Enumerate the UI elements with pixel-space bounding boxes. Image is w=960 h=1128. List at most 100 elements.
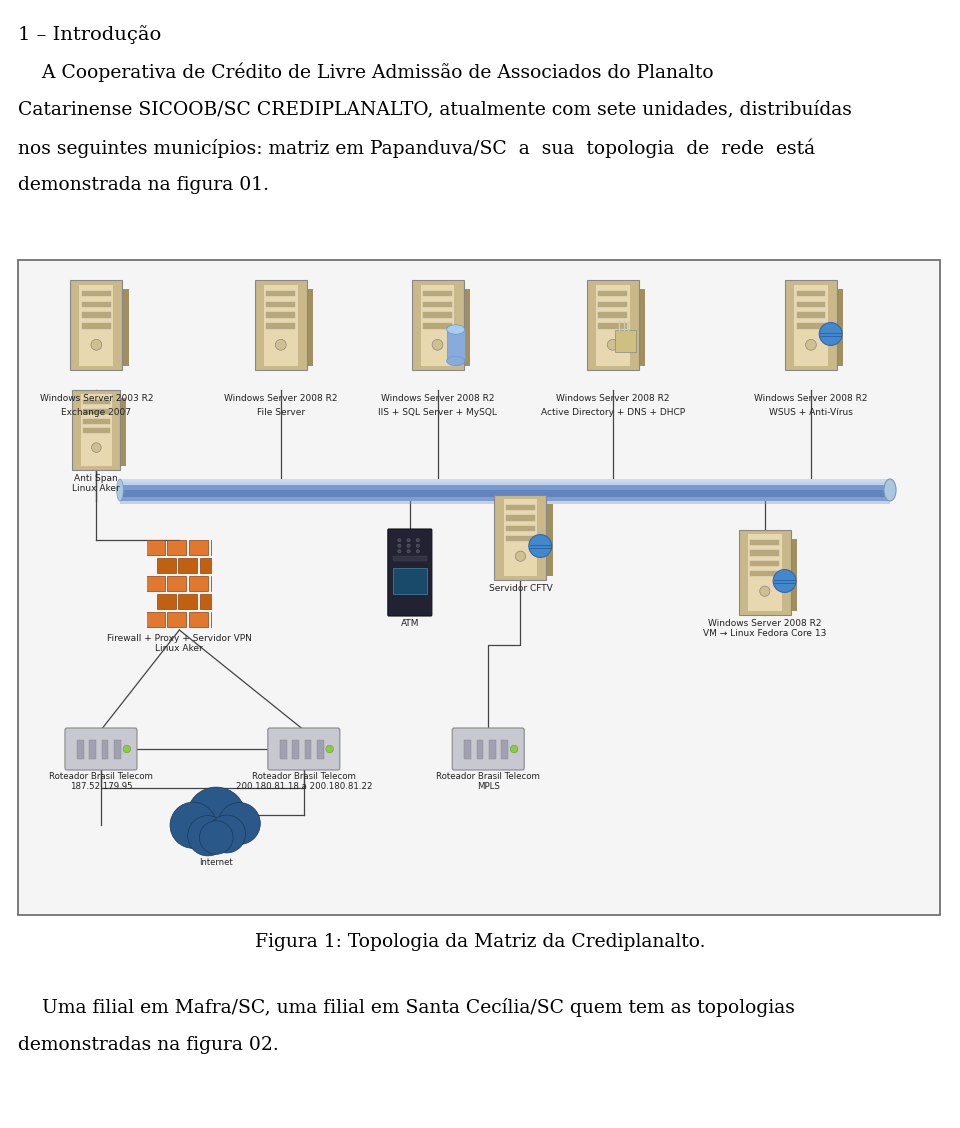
Bar bbox=[393, 569, 426, 593]
Bar bbox=[82, 312, 110, 318]
Bar bbox=[84, 429, 109, 433]
Bar bbox=[494, 495, 546, 580]
Circle shape bbox=[123, 746, 131, 752]
Text: demonstrada na figura 01.: demonstrada na figura 01. bbox=[18, 176, 269, 194]
Text: Windows Server 2008 R2
VM → Linux Fedora Core 13: Windows Server 2008 R2 VM → Linux Fedora… bbox=[703, 619, 827, 638]
Bar bbox=[267, 291, 295, 297]
FancyBboxPatch shape bbox=[388, 529, 432, 616]
Bar bbox=[506, 526, 535, 530]
Bar bbox=[506, 515, 535, 520]
Bar bbox=[120, 481, 890, 483]
Bar bbox=[189, 540, 208, 555]
Text: Servidor CFTV: Servidor CFTV bbox=[489, 584, 552, 593]
Circle shape bbox=[407, 544, 410, 547]
Bar bbox=[120, 479, 890, 483]
Circle shape bbox=[397, 538, 401, 541]
Bar bbox=[82, 301, 110, 307]
Bar bbox=[264, 284, 298, 365]
Bar bbox=[423, 291, 452, 297]
FancyBboxPatch shape bbox=[543, 503, 553, 575]
Bar bbox=[615, 329, 636, 352]
Text: IIS + SQL Server + MySQL: IIS + SQL Server + MySQL bbox=[378, 408, 497, 417]
Bar bbox=[751, 561, 780, 566]
Bar bbox=[222, 558, 241, 573]
Bar bbox=[304, 740, 311, 758]
Text: Catarinense SICOOB/SC CREDIPLANALTO, atualmente com sete unidades, distribuídas: Catarinense SICOOB/SC CREDIPLANALTO, atu… bbox=[18, 100, 852, 118]
Bar bbox=[465, 740, 471, 758]
Text: Figura 1: Topologia da Matriz da Crediplanalto.: Figura 1: Topologia da Matriz da Credipl… bbox=[254, 933, 706, 951]
Bar bbox=[423, 324, 452, 328]
Bar bbox=[292, 740, 300, 758]
Bar bbox=[317, 740, 324, 758]
Circle shape bbox=[516, 552, 525, 562]
FancyBboxPatch shape bbox=[636, 289, 645, 365]
Bar bbox=[412, 280, 464, 370]
Bar bbox=[596, 284, 630, 365]
Circle shape bbox=[407, 538, 410, 541]
Circle shape bbox=[397, 544, 401, 547]
Bar bbox=[797, 291, 826, 297]
Text: Uma filial em Mafra/SC, uma filial em Santa Cecília/SC quem tem as topologias: Uma filial em Mafra/SC, uma filial em Sa… bbox=[18, 998, 795, 1017]
Text: File Server: File Server bbox=[256, 408, 305, 417]
Text: WSUS + Anti-Vírus: WSUS + Anti-Vírus bbox=[769, 408, 852, 417]
Bar bbox=[200, 558, 219, 573]
Bar bbox=[167, 613, 186, 627]
Bar bbox=[748, 535, 781, 610]
Text: Roteador Brasil Telecom
187.52.179.95: Roteador Brasil Telecom 187.52.179.95 bbox=[49, 772, 153, 792]
Bar bbox=[120, 479, 890, 481]
Circle shape bbox=[529, 535, 552, 557]
FancyBboxPatch shape bbox=[304, 289, 313, 365]
Ellipse shape bbox=[884, 479, 896, 501]
Circle shape bbox=[819, 323, 842, 345]
Ellipse shape bbox=[446, 356, 465, 365]
FancyBboxPatch shape bbox=[788, 538, 798, 610]
Text: Exchange 2007: Exchange 2007 bbox=[61, 408, 132, 417]
Bar bbox=[189, 613, 208, 627]
Circle shape bbox=[511, 746, 517, 752]
Circle shape bbox=[397, 549, 401, 553]
Bar bbox=[420, 284, 454, 365]
Bar bbox=[189, 576, 208, 591]
Circle shape bbox=[170, 802, 216, 848]
Bar bbox=[18, 259, 940, 915]
Bar bbox=[82, 324, 110, 328]
Ellipse shape bbox=[446, 325, 465, 334]
Bar bbox=[501, 740, 508, 758]
Bar bbox=[506, 536, 535, 541]
Bar bbox=[210, 576, 229, 591]
Circle shape bbox=[432, 340, 443, 350]
FancyBboxPatch shape bbox=[120, 289, 129, 365]
Bar bbox=[156, 594, 176, 609]
Bar bbox=[84, 418, 109, 424]
Bar bbox=[785, 280, 837, 370]
Bar bbox=[506, 505, 535, 510]
Bar bbox=[120, 486, 890, 488]
Bar bbox=[167, 576, 186, 591]
Bar bbox=[489, 740, 495, 758]
Text: ATM: ATM bbox=[400, 619, 420, 628]
Text: Roteador Brasil Telecom
200.180.81.18 a 200.180.81.22: Roteador Brasil Telecom 200.180.81.18 a … bbox=[235, 772, 372, 792]
Bar bbox=[598, 291, 627, 297]
Bar bbox=[587, 280, 638, 370]
Bar bbox=[210, 613, 229, 627]
Circle shape bbox=[416, 549, 420, 553]
Bar bbox=[446, 329, 465, 361]
Bar bbox=[120, 483, 890, 485]
FancyBboxPatch shape bbox=[65, 728, 137, 770]
Bar bbox=[82, 291, 110, 297]
Bar bbox=[120, 492, 890, 494]
Bar bbox=[179, 558, 197, 573]
Circle shape bbox=[91, 340, 102, 350]
Circle shape bbox=[187, 787, 246, 846]
Circle shape bbox=[200, 821, 233, 854]
Circle shape bbox=[759, 587, 770, 597]
Bar bbox=[89, 740, 96, 758]
Bar bbox=[120, 494, 890, 495]
Text: Internet: Internet bbox=[200, 858, 233, 867]
Circle shape bbox=[218, 802, 260, 845]
Bar bbox=[120, 497, 890, 500]
Circle shape bbox=[187, 816, 228, 856]
Text: Windows Server 2008 R2: Windows Server 2008 R2 bbox=[556, 394, 669, 403]
Circle shape bbox=[608, 340, 618, 350]
Circle shape bbox=[207, 816, 246, 853]
